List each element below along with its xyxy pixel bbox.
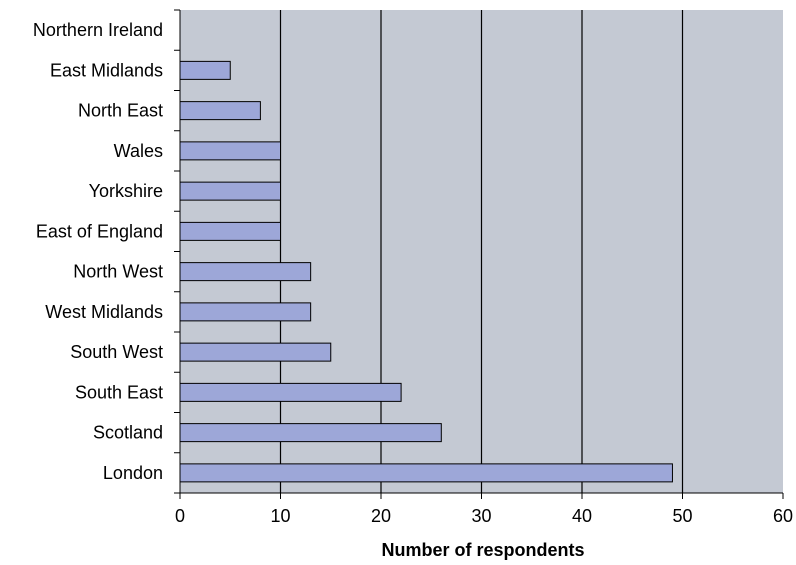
category-label-london: London [103, 463, 163, 483]
bar-north-west [179, 262, 312, 282]
x-tick-labels: 0 10 20 30 40 50 60 [175, 506, 793, 526]
bar-west-midlands [179, 302, 312, 322]
bar-south-east [179, 382, 402, 402]
bar-wales [179, 141, 281, 161]
bars [179, 60, 673, 483]
category-label-north-east: North East [78, 101, 163, 121]
gridlines [279, 10, 684, 493]
axes [174, 9, 784, 499]
category-label-north-west: North West [73, 262, 163, 282]
category-labels: Northern Ireland East Midlands North East W… [33, 20, 163, 483]
bar-east-midlands [179, 60, 231, 80]
category-label-east-of-england: East of England [36, 221, 163, 241]
x-tick-label-10: 10 [270, 506, 290, 526]
x-tick-label-20: 20 [371, 506, 391, 526]
category-label-south-east: South East [75, 382, 163, 402]
category-label-yorkshire: Yorkshire [89, 181, 163, 201]
category-label-wales: Wales [114, 141, 163, 161]
x-tick-label-30: 30 [471, 506, 491, 526]
bar-yorkshire [179, 181, 281, 201]
category-label-northern-ireland: Northern Ireland [33, 20, 163, 40]
category-label-scotland: Scotland [93, 423, 163, 443]
bar-north-east [179, 101, 261, 121]
category-label-south-west: South West [70, 342, 163, 362]
category-label-east-midlands: East Midlands [50, 60, 163, 80]
bar-south-west [179, 342, 332, 362]
bar-london [179, 463, 673, 483]
x-tick-label-60: 60 [773, 506, 793, 526]
x-tick-label-0: 0 [175, 506, 185, 526]
bar-scotland [179, 423, 442, 443]
category-label-west-midlands: West Midlands [45, 302, 163, 322]
bar-east-of-england [179, 221, 281, 241]
x-tick-label-40: 40 [572, 506, 592, 526]
x-tick-label-50: 50 [672, 506, 692, 526]
x-axis-title: Number of respondents [381, 540, 584, 560]
